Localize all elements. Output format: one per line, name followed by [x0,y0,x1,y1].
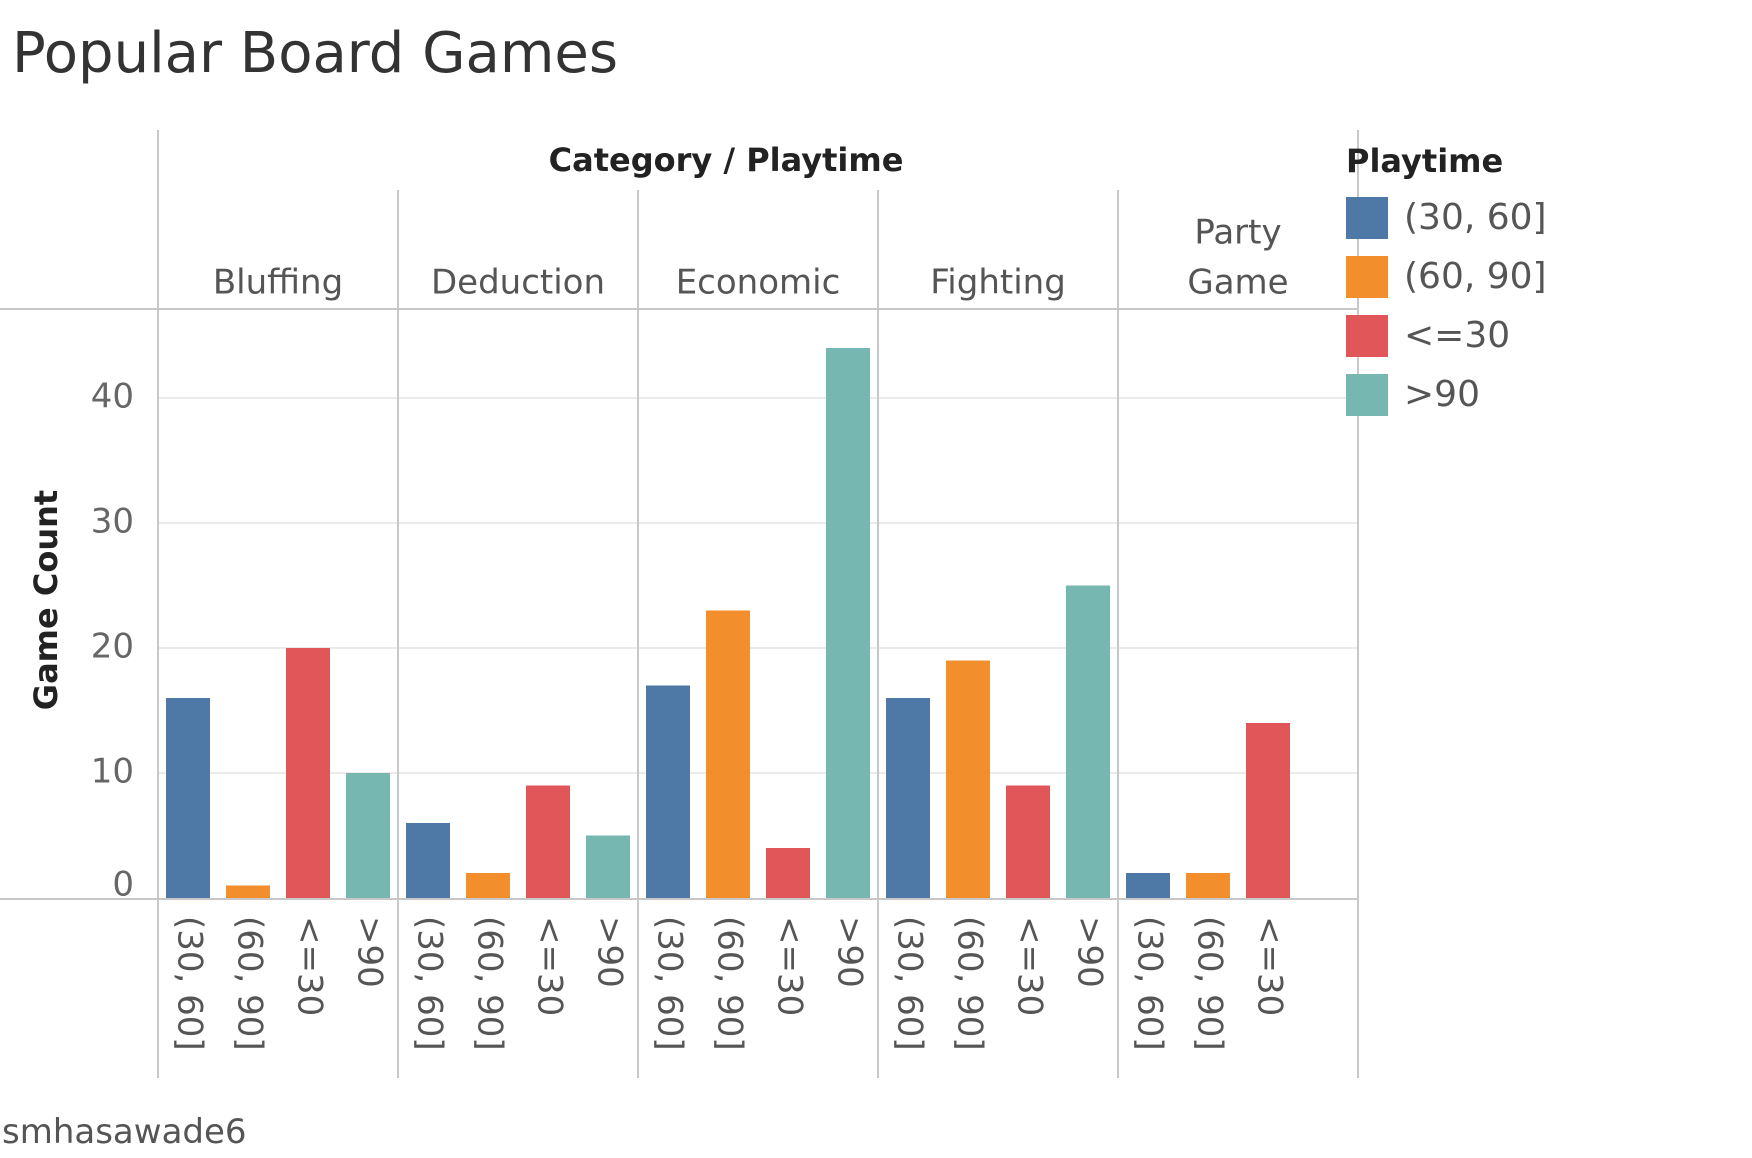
legend-label: >90 [1404,374,1480,415]
bar [286,648,330,898]
author-credit: smhasawade6 [2,1112,247,1152]
legend-item-under-30[interactable]: <=30 [1346,306,1547,365]
x-tick-label: >90 [1070,916,1110,988]
legend-item-30-60[interactable]: (30, 60] [1346,188,1547,247]
x-tick-label: (60, 90] [950,916,990,1051]
x-tick-label: (30, 60] [170,916,210,1051]
bar [406,823,450,898]
bar [1186,873,1230,898]
legend-label: (60, 90] [1404,256,1547,297]
category-label: Game [1187,263,1288,303]
bar [946,660,990,898]
x-tick-label: <=30 [770,916,810,1016]
bar [466,873,510,898]
y-tick-label: 30 [91,502,134,542]
y-tick-label: 20 [91,627,134,667]
x-tick-label: >90 [350,916,390,988]
x-tick-label: (60, 90] [1190,916,1230,1051]
x-tick-label: (30, 60] [410,916,450,1051]
legend-swatch [1346,196,1388,239]
legend-swatch [1346,373,1388,416]
legend: Playtime (30, 60] (60, 90] <=30 >90 [1346,142,1547,424]
legend-item-60-90[interactable]: (60, 90] [1346,247,1547,306]
bar [1246,723,1290,898]
bar [586,835,630,898]
bar [1066,585,1110,898]
x-tick-label: <=30 [1010,916,1050,1016]
legend-label: <=30 [1404,315,1511,356]
x-tick-label: (60, 90] [470,916,510,1051]
x-tick-label: (30, 60] [1130,916,1170,1051]
x-tick-label: <=30 [530,916,570,1016]
bar [706,610,750,898]
legend-swatch [1346,255,1388,298]
x-tick-label: (30, 60] [650,916,690,1051]
header-title: Category / Playtime [549,141,904,179]
x-tick-label: <=30 [1250,916,1290,1016]
x-tick-label: (60, 90] [710,916,750,1051]
bar [226,885,270,898]
bar [166,698,210,898]
x-tick-label: (60, 90] [230,916,270,1051]
category-label: Bluffing [213,263,343,303]
bar [526,785,570,898]
bar [1006,785,1050,898]
bar [826,348,870,898]
x-tick-label: <=30 [290,916,330,1016]
y-tick-label: 40 [91,377,134,417]
category-label: Economic [676,263,841,303]
x-tick-label: >90 [590,916,630,988]
y-tick-label: 10 [91,752,134,792]
category-label: Deduction [431,263,605,303]
category-label: Party [1194,213,1281,253]
legend-label: (30, 60] [1404,197,1547,238]
page-title: Popular Board Games [12,21,619,86]
bar [886,698,930,898]
bar [646,685,690,898]
y-tick-label: 0 [112,865,134,905]
legend-swatch [1346,314,1388,357]
y-axis-title: Game Count [27,490,65,710]
bar [1126,873,1170,898]
legend-title: Playtime [1346,142,1504,180]
bar [766,848,810,898]
legend-item-over-90[interactable]: >90 [1346,365,1547,424]
category-label: Fighting [930,263,1066,303]
bar [346,773,390,898]
x-tick-label: >90 [830,916,870,988]
x-tick-label: (30, 60] [890,916,930,1051]
